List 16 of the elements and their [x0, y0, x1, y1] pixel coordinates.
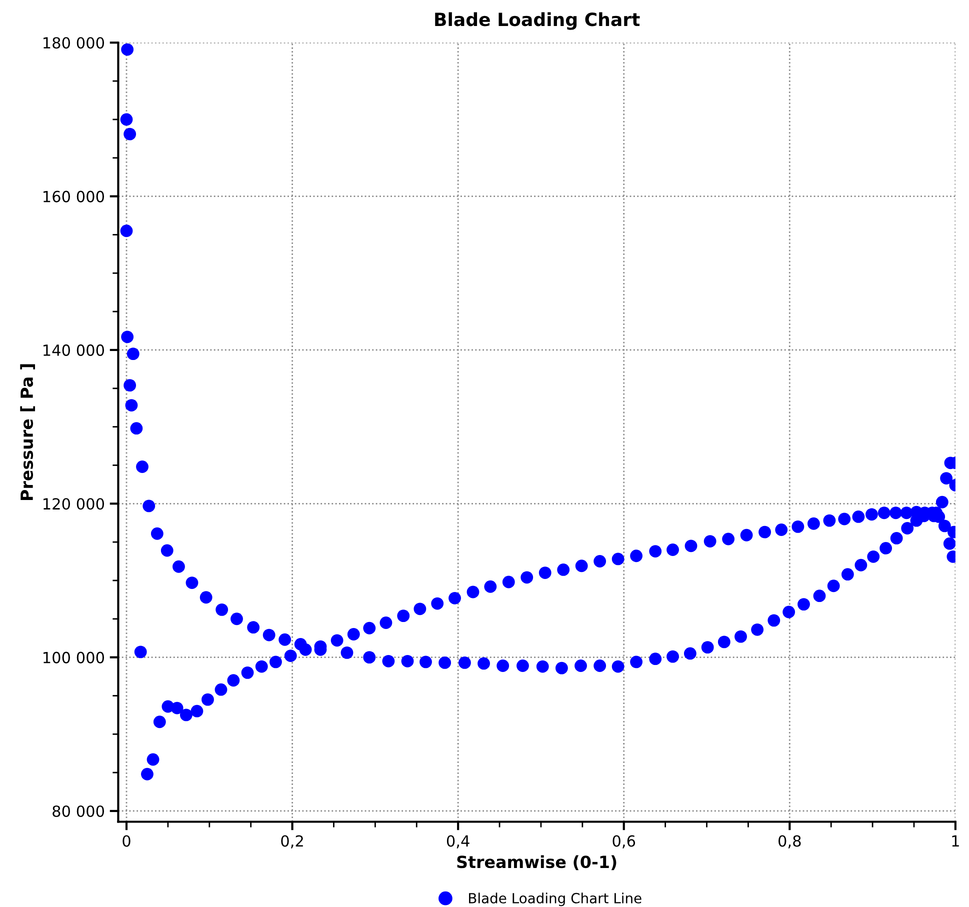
x-tick-label: 0	[122, 835, 130, 847]
y-tick-label: 100 000	[44, 652, 104, 664]
x-tick-label: 0,2	[281, 835, 303, 848]
y-tick-label: 120 000	[44, 498, 104, 510]
x-tick-label: 0,4	[446, 835, 470, 848]
x-tick-label: 0,8	[778, 835, 801, 848]
y-tick-label: 160 000	[44, 190, 104, 202]
x-tick-label: 0,6	[612, 835, 636, 848]
y-tick-label: 140 000	[44, 344, 104, 356]
chart-title: Blade Loading Chart	[435, 12, 640, 30]
x-tick-label: 1	[952, 835, 959, 847]
y-axis-title: Pressure [ Pa ]	[20, 364, 36, 500]
x-axis-title: Streamwise (0-1)	[457, 855, 616, 870]
y-tick-label: 180 000	[44, 37, 104, 49]
y-tick-label: 80 000	[52, 805, 104, 818]
legend-label: Blade Loading Chart Line	[469, 892, 642, 906]
